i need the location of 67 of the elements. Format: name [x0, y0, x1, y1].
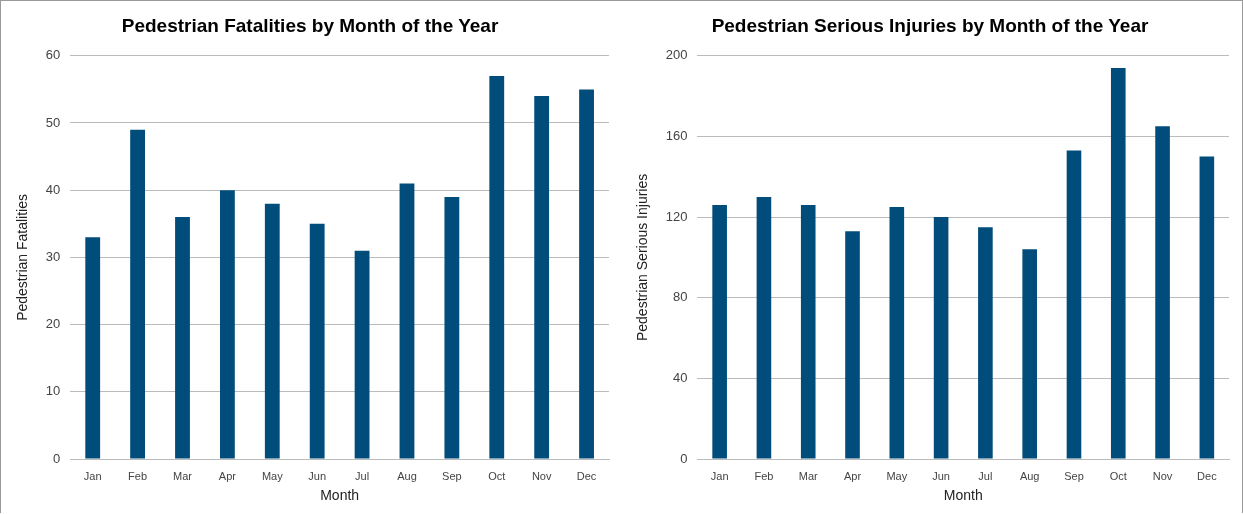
bar — [756, 196, 772, 459]
x-tick-label: Jul — [978, 469, 993, 482]
y-tick-label: 40 — [45, 181, 61, 197]
bar — [978, 227, 993, 459]
chart-title: Pedestrian Serious Injuries by Month of the Year — [711, 14, 1149, 36]
x-tick-label: Apr — [218, 469, 237, 482]
x-axis-title: Month — [320, 487, 360, 504]
y-axis-title: Pedestrian Serious Injuries — [634, 173, 651, 342]
chart-title: Pedestrian Fatalities by Month of the Year — [121, 14, 499, 36]
bar — [1022, 249, 1037, 459]
bar — [399, 183, 415, 459]
bar — [800, 204, 816, 459]
bar — [579, 89, 594, 459]
bar — [712, 204, 727, 459]
x-tick-label: Jan — [83, 469, 102, 482]
y-tick-label: 20 — [45, 316, 61, 332]
x-tick-label: Sep — [1064, 469, 1084, 482]
y-tick-label: 60 — [45, 47, 61, 63]
x-tick-label: Mar — [798, 469, 819, 482]
x-tick-label: Aug — [397, 469, 417, 482]
bar — [219, 190, 235, 459]
y-tick-label: 10 — [45, 383, 61, 399]
bar — [933, 217, 949, 459]
x-tick-label: Jan — [710, 469, 729, 482]
y-axis-title: Pedestrian Fatalities — [14, 193, 31, 321]
bar — [264, 203, 280, 459]
x-tick-label: Jun — [308, 469, 327, 482]
bar — [309, 223, 325, 459]
bar — [489, 75, 505, 459]
y-tick-label: 200 — [665, 47, 688, 63]
x-tick-label: Feb — [128, 469, 148, 482]
bar — [1110, 67, 1126, 459]
x-tick-label: Apr — [843, 469, 862, 482]
bar — [444, 196, 460, 459]
x-tick-label: May — [261, 469, 284, 482]
x-tick-label: Dec — [1197, 469, 1218, 482]
y-tick-label: 80 — [673, 289, 688, 305]
x-tick-label: Nov — [531, 469, 552, 482]
x-tick-label: Aug — [1019, 469, 1040, 482]
x-tick-label: Jun — [932, 469, 950, 482]
bar — [1199, 156, 1215, 459]
x-tick-label: Oct — [1109, 469, 1127, 482]
bar — [354, 250, 370, 459]
x-tick-label: Sep — [442, 469, 462, 482]
bar — [85, 237, 101, 459]
y-tick-label: 160 — [665, 128, 688, 144]
x-tick-label: Jul — [355, 469, 370, 482]
bar — [130, 129, 146, 459]
bar — [1155, 126, 1170, 459]
bar — [534, 96, 550, 459]
y-tick-label: 30 — [45, 248, 61, 264]
x-tick-label: Dec — [576, 469, 597, 482]
bar — [845, 231, 860, 459]
y-tick-label: 50 — [45, 114, 61, 130]
y-tick-label: 40 — [673, 369, 688, 385]
x-tick-label: Oct — [488, 469, 506, 482]
bar — [889, 207, 905, 459]
x-axis-title: Month — [943, 487, 983, 504]
x-tick-label: Mar — [173, 469, 193, 482]
y-tick-label: 120 — [665, 208, 688, 224]
x-tick-label: Nov — [1152, 469, 1173, 482]
x-tick-label: Feb — [754, 469, 774, 482]
bar — [175, 217, 190, 459]
y-tick-label: 0 — [53, 450, 61, 466]
x-tick-label: May — [886, 469, 908, 482]
y-tick-label: 0 — [680, 450, 688, 466]
bar — [1066, 150, 1082, 459]
